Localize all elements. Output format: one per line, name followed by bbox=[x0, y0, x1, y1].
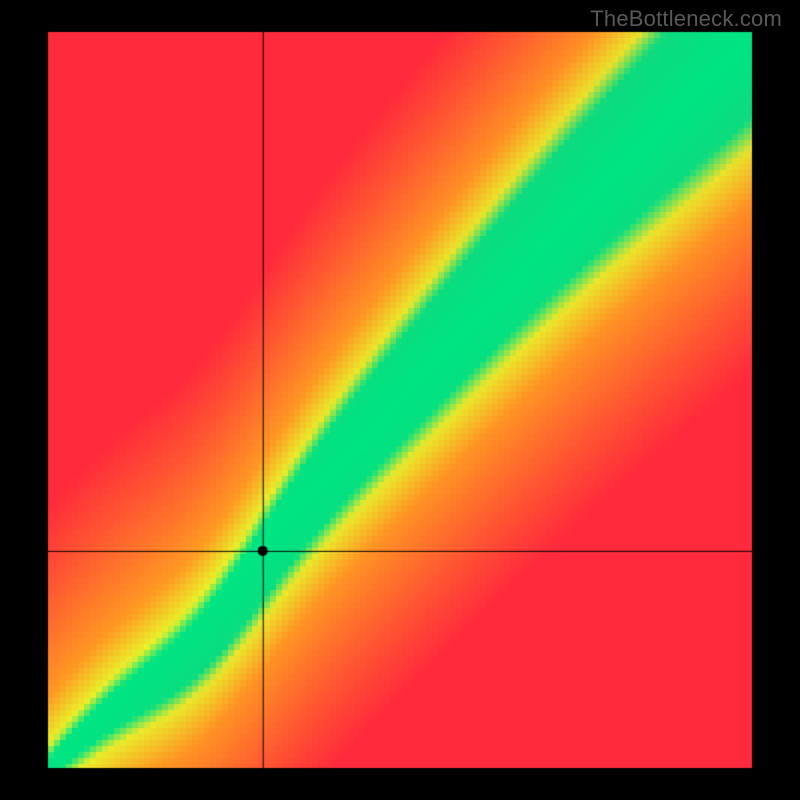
chart-container: TheBottleneck.com bbox=[0, 0, 800, 800]
watermark-text: TheBottleneck.com bbox=[590, 6, 782, 32]
bottleneck-heatmap bbox=[0, 0, 800, 800]
